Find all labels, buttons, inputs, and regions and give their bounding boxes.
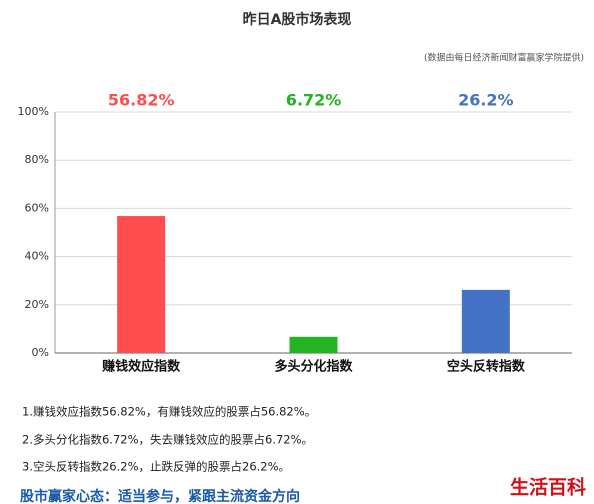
value-label: 6.72% [286,91,342,110]
x-tick-label: 空头反转指数 [447,359,526,375]
bar [461,289,510,353]
y-tick-label: 40% [25,250,49,263]
y-tick-label: 100% [18,105,49,118]
heading: 股市赢家心态：适当参与，紧跟主流资金方向 [20,488,300,504]
y-tick-label: 20% [25,298,49,311]
note: 3.空头反转指数26.2%，止跌反弹的股票占26.2%。 [22,460,290,474]
chart-title: 昨日A股市场表现 [243,11,352,28]
note: 2.多头分化指数6.72%，失去赚钱效应的股票占6.72%。 [22,433,313,447]
bar [117,216,166,353]
y-tick-label: 80% [25,153,49,166]
logo: 生活百科 [510,476,586,499]
value-label: 56.82% [108,91,175,110]
bar [289,336,338,353]
chart-subtitle: (数据由每日经济新闻财富赢家学院提供) [424,52,584,64]
x-tick-label: 赚钱效应指数 [101,359,181,375]
y-tick-label: 0% [32,346,49,359]
value-label: 26.2% [458,91,514,110]
note: 1.赚钱效应指数56.82%，有赚钱效应的股票占56.82%。 [22,405,316,419]
y-tick-label: 60% [25,201,49,214]
x-tick-label: 多头分化指数 [274,359,353,375]
